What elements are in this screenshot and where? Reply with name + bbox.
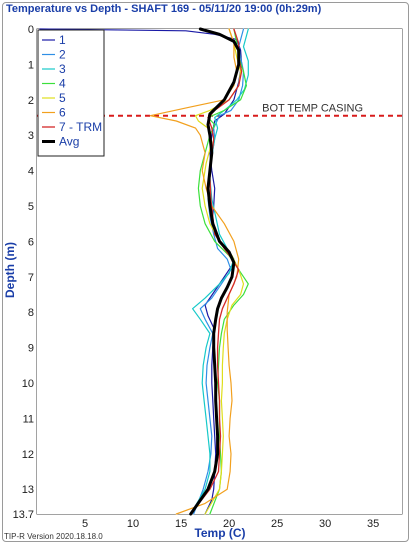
- series-line-6: [149, 28, 240, 515]
- y-tick-label: 5: [28, 201, 34, 213]
- y-tick-label: 13.7: [13, 509, 34, 521]
- y-tick-label: 2: [28, 95, 34, 107]
- legend-label: 1: [59, 33, 66, 47]
- y-tick-label: 8: [28, 307, 34, 319]
- annotation-label: BOT TEMP CASING: [262, 103, 363, 115]
- legend-label: 6: [59, 106, 66, 120]
- x-tick-label: 15: [175, 518, 187, 530]
- legend-label: 7 - TRM: [59, 120, 102, 134]
- x-tick-label: 30: [319, 518, 331, 530]
- legend-label: 4: [59, 77, 66, 91]
- legend-label: Avg: [59, 135, 79, 149]
- y-tick-label: 0: [28, 24, 34, 36]
- y-tick-label: 4: [28, 166, 34, 178]
- y-tick-label: 13: [22, 484, 34, 496]
- y-tick-label: 10: [22, 378, 34, 390]
- chart-title: Temperature vs Depth - SHAFT 169 - 05/11…: [6, 3, 322, 15]
- x-tick-label: 5: [82, 518, 88, 530]
- y-axis-title: Depth (m): [3, 242, 17, 298]
- x-tick-label: 25: [271, 518, 283, 530]
- y-tick-label: 6: [28, 236, 34, 248]
- x-tick-label: 10: [127, 518, 139, 530]
- x-axis-title: Temp (C): [194, 526, 245, 540]
- y-tick-label: 9: [28, 343, 34, 355]
- legend-label: 5: [59, 91, 66, 105]
- y-tick-label: 11: [23, 413, 34, 425]
- version-label: TIP-R Version 2020.18.18.0: [4, 532, 103, 541]
- series-line-avg: [189, 27, 241, 516]
- x-tick-label: 35: [367, 518, 379, 530]
- y-tick-label: 1: [28, 59, 34, 71]
- y-tick-label: 12: [22, 449, 34, 461]
- legend-label: 3: [59, 62, 66, 76]
- series-layer: [39, 27, 249, 516]
- x-tick-label: 20: [223, 518, 235, 530]
- legend-box: [37, 29, 105, 157]
- y-tick-label: 3: [28, 130, 34, 142]
- y-tick-label: 7: [28, 272, 34, 284]
- legend-label: 2: [59, 48, 66, 62]
